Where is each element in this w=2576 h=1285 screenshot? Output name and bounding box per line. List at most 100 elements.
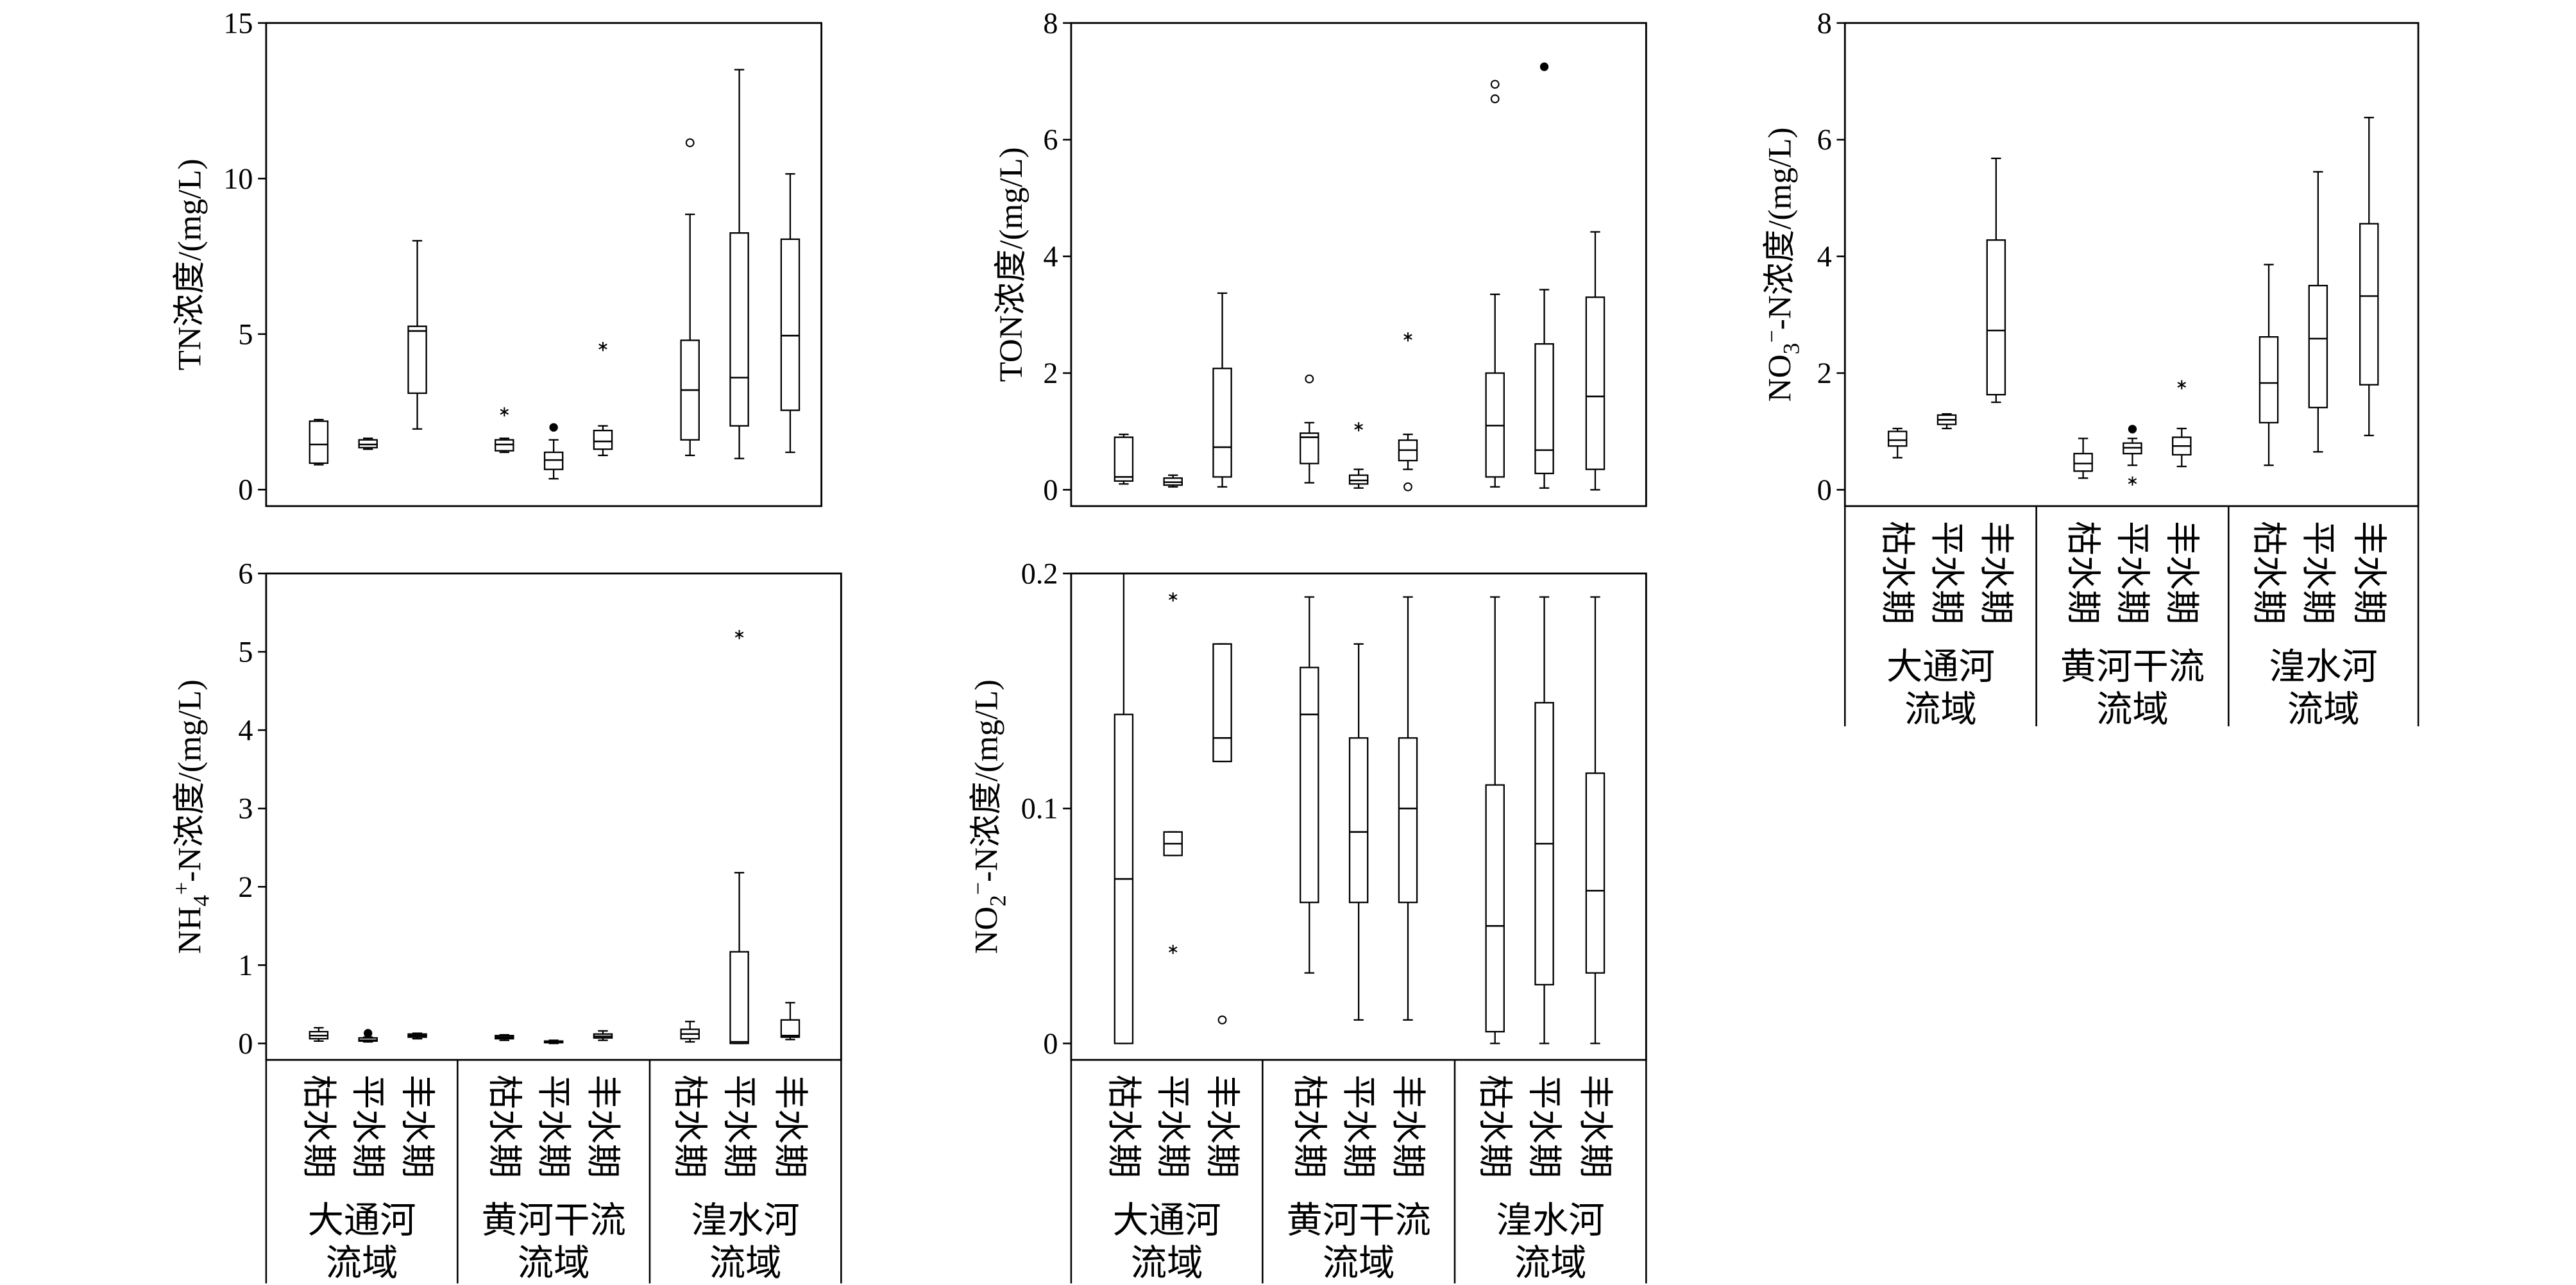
y-axis-title-part: TN浓度/(mg/L) (171, 158, 208, 370)
y-tick-label: 0 (238, 473, 253, 506)
interquartile-box (1212, 643, 1232, 763)
category-label: 平水期 (349, 1075, 387, 1178)
y-tick-label: 4 (1043, 240, 1058, 273)
y-tick-label: 0.2 (1021, 557, 1058, 590)
y-axis-title-part: -N浓度/(mg/L) (1762, 127, 1799, 330)
interquartile-box (780, 238, 801, 411)
interquartile-box (1887, 430, 1908, 447)
y-axis-title-part: 2 (985, 895, 1010, 906)
box-9 (2359, 117, 2379, 437)
plot-frame (265, 572, 842, 1061)
box-2 (1163, 474, 1183, 488)
y-axis-title: TON浓度/(mg/L) (993, 147, 1030, 382)
y-axis-title-part: -N浓度/(mg/L) (171, 679, 208, 882)
group-label-line-1: 黄河干流 (2060, 647, 2205, 687)
box-8 (729, 629, 749, 1044)
box-4 (495, 407, 514, 454)
y-tick-label: 5 (238, 636, 253, 668)
box-6 (593, 341, 613, 457)
box-5 (543, 423, 564, 480)
group-label-line-2: 流域 (518, 1244, 590, 1284)
plot-frame (1070, 22, 1647, 507)
interquartile-box (2258, 336, 2279, 424)
y-axis-title-part: − (965, 882, 991, 895)
outlier-asterisk-marker (2177, 380, 2187, 389)
group-label-line-1: 湟水河 (2269, 647, 2378, 687)
x-axis-labels: 枯水期 平水期 丰水期 枯水期 平水期 丰水期 枯水期 平水期 丰水期大通河流域黄河干流流域湟水… (265, 1060, 842, 1284)
category-label: 平水期 (2113, 521, 2151, 624)
group-label-line-1: 黄河干流 (1286, 1201, 1430, 1241)
box-5 (1348, 643, 1369, 1021)
outlier-open-marker (1490, 94, 1500, 104)
box-7 (2258, 264, 2279, 466)
box-2 (1936, 413, 1957, 430)
asterisk-stroke (1168, 946, 1178, 953)
category-label: 平水期 (1928, 521, 1966, 624)
y-axis-title-part: NH (171, 906, 208, 954)
y-axis: 0 2 4 6 8 TON浓度/(mg/L) (993, 6, 1071, 506)
outlier-asterisk-marker (1168, 944, 1178, 955)
box-4 (495, 1034, 514, 1041)
interquartile-box (1986, 239, 2006, 396)
category-label: 平水期 (2299, 521, 2337, 624)
interquartile-box (729, 232, 749, 427)
box-4 (1300, 596, 1319, 974)
chart-panel-1: 0 5 10 15 TN浓度/(mg/L) (171, 6, 823, 507)
interquartile-box (1534, 343, 1554, 475)
interquartile-box (1348, 737, 1369, 903)
y-axis-title-part: − (1759, 330, 1784, 343)
outlier-filled-marker (364, 1028, 373, 1038)
asterisk-stroke (2128, 478, 2137, 484)
group-label-line-2: 流域 (1131, 1244, 1203, 1284)
box-1 (1887, 427, 1908, 459)
box-9 (1585, 596, 1606, 1044)
category-label: 枯水期 (485, 1075, 523, 1178)
outlier-open-marker (1403, 482, 1412, 491)
interquartile-box (1212, 368, 1232, 478)
y-axis-title: NO3−-N浓度/(mg/L) (1759, 127, 1804, 402)
y-axis-title-part: 3 (1779, 343, 1804, 354)
y-tick-label: 0 (1043, 1027, 1058, 1060)
group-label-line-1: 大通河 (308, 1201, 416, 1241)
y-axis-title-part: -N浓度/(mg/L) (969, 679, 1005, 882)
outlier-asterisk-marker (1168, 592, 1178, 602)
box-6 (2172, 380, 2192, 468)
interquartile-box (729, 951, 749, 1044)
box-series (309, 629, 801, 1044)
y-tick-label: 3 (238, 792, 253, 825)
box-1 (309, 418, 329, 466)
asterisk-stroke (1354, 423, 1363, 430)
y-tick-label: 1 (238, 949, 253, 982)
box-series (1114, 572, 1606, 1044)
y-tick-label: 0 (238, 1027, 253, 1060)
outlier-asterisk-marker (1403, 332, 1412, 342)
category-label: 丰水期 (1389, 1075, 1427, 1178)
outlier-asterisk-marker (2128, 476, 2137, 486)
box-8 (729, 69, 749, 459)
box-2 (358, 1028, 378, 1043)
box-series (309, 69, 801, 480)
interquartile-box (1300, 432, 1319, 464)
box-6 (593, 1030, 613, 1041)
x-axis-labels: 枯水期 平水期 丰水期 枯水期 平水期 丰水期 枯水期 平水期 丰水期大通河流域黄河干流流域湟水… (1070, 1060, 1647, 1284)
outlier-asterisk-marker (598, 341, 607, 352)
interquartile-box (1300, 667, 1319, 903)
box-9 (780, 173, 801, 454)
box-3 (407, 240, 427, 430)
category-label: 枯水期 (2064, 521, 2103, 624)
category-label: 丰水期 (1977, 521, 2015, 624)
outlier-filled-marker (549, 423, 558, 432)
box-1 (1114, 433, 1134, 485)
plot-frame (1843, 22, 2419, 507)
box-4 (2073, 438, 2093, 479)
category-label: 枯水期 (1105, 1075, 1143, 1178)
y-axis-title-part: TON浓度/(mg/L) (993, 147, 1030, 382)
y-axis: 0 5 10 15 TN浓度/(mg/L) (171, 6, 266, 506)
box-7 (1485, 80, 1505, 488)
y-tick-label: 8 (1043, 6, 1058, 39)
box-9 (780, 1001, 801, 1041)
box-7 (680, 1021, 700, 1043)
y-axis: 0 2 4 6 8 NO3−-N浓度/(mg/L) (1759, 6, 1845, 506)
y-axis-title-part: 4 (188, 895, 214, 906)
